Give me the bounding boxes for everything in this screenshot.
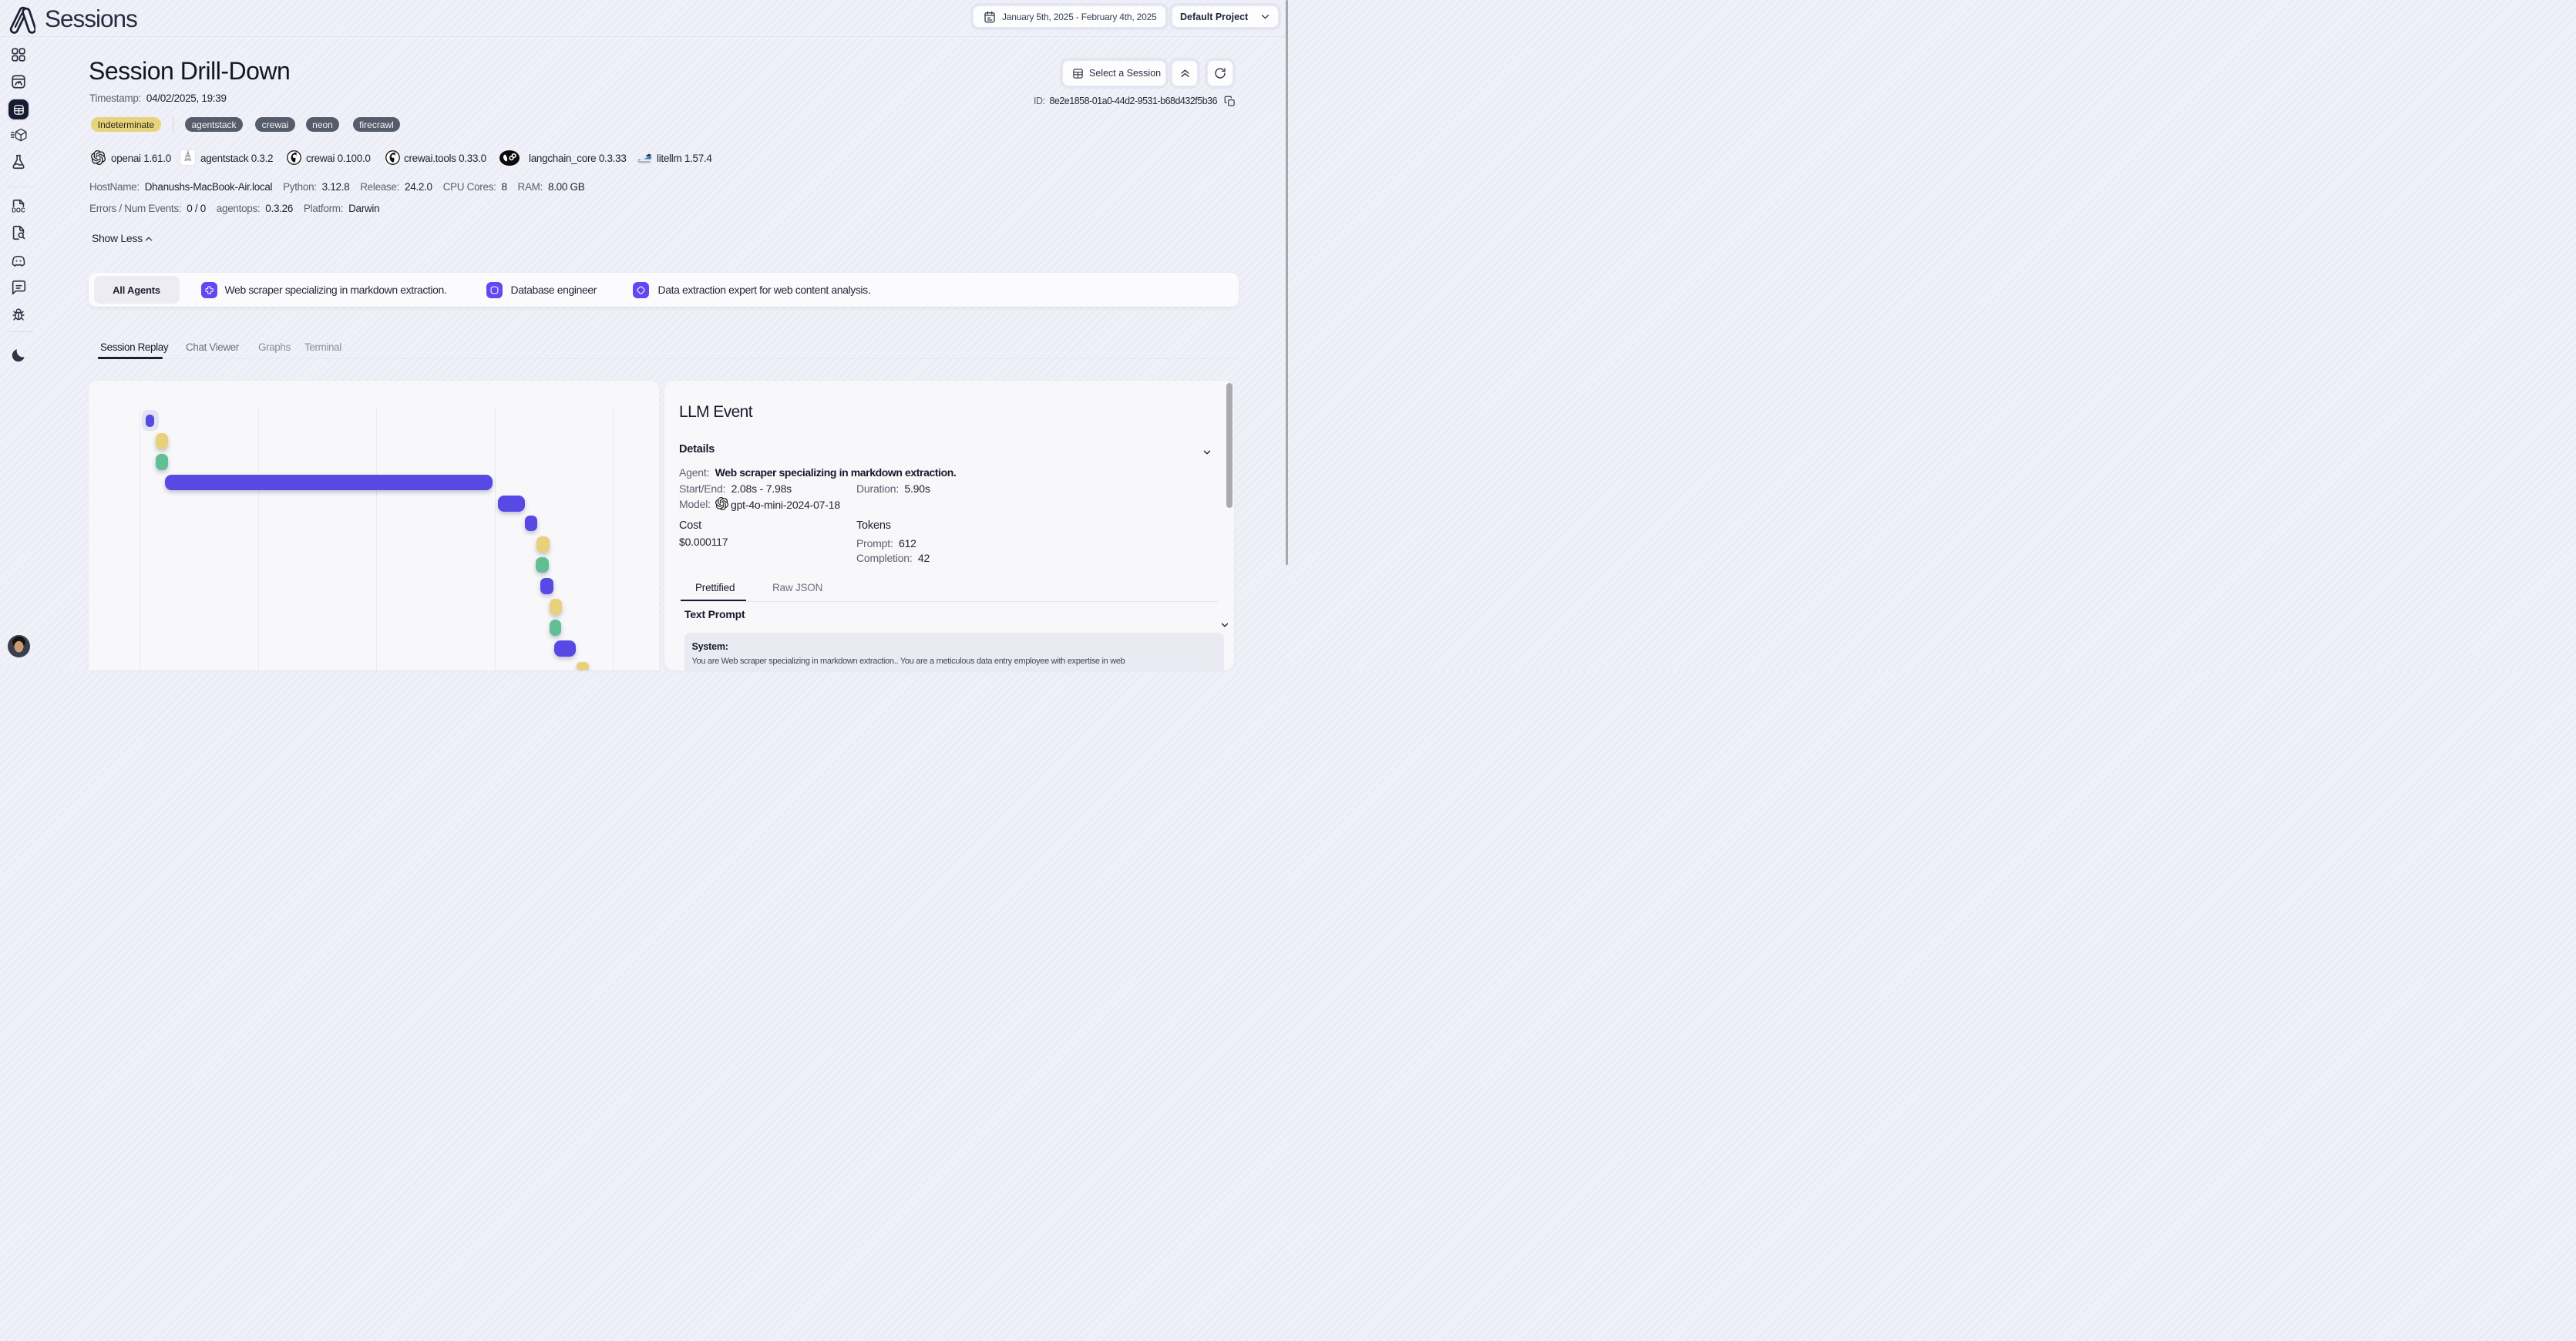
svg-text:DOC: DOC <box>12 207 25 213</box>
